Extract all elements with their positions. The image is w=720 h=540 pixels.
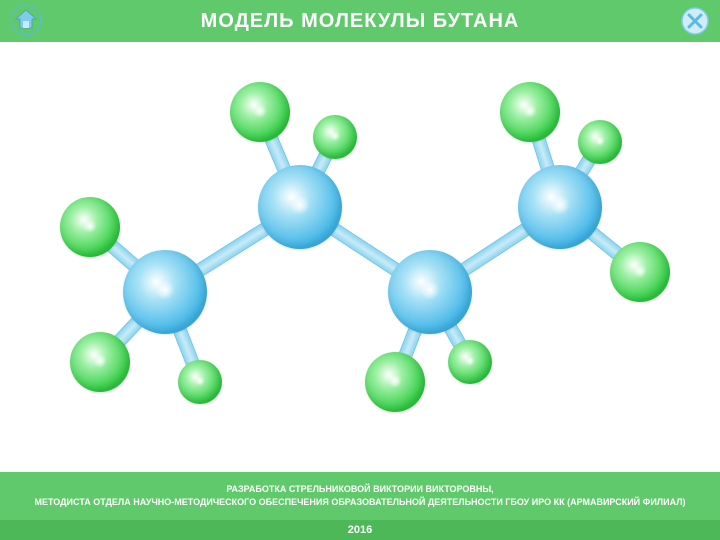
- credit-line-2: МЕТОДИСТА ОТДЕЛА НАУЧНО-МЕТОДИЧЕСКОГО ОБ…: [34, 496, 685, 509]
- year-label: 2016: [348, 524, 372, 536]
- atom-highlight: [155, 280, 175, 300]
- carbon-atom: [388, 250, 472, 334]
- hydrogen-atom: [500, 82, 560, 142]
- hydrogen-atom: [230, 82, 290, 142]
- atom-highlight: [388, 374, 402, 388]
- hydrogen-atom: [60, 197, 120, 257]
- carbon-atom: [518, 165, 602, 249]
- atom-highlight: [633, 264, 647, 278]
- atom-highlight: [420, 280, 440, 300]
- hydrogen-atom: [70, 332, 130, 392]
- hydrogen-atom: [365, 352, 425, 412]
- footer-year: 2016: [0, 520, 720, 540]
- hydrogen-atom: [578, 120, 622, 164]
- hydrogen-atom: [178, 360, 222, 404]
- atom-highlight: [195, 376, 206, 387]
- atom-highlight: [523, 104, 537, 118]
- carbon-atom: [258, 165, 342, 249]
- home-icon[interactable]: [10, 4, 42, 36]
- atom-highlight: [93, 354, 107, 368]
- atom-highlight: [253, 104, 267, 118]
- atom-highlight: [595, 136, 606, 147]
- page-title: МОДЕЛЬ МОЛЕКУЛЫ БУТАНА: [201, 10, 520, 33]
- header-bar: МОДЕЛЬ МОЛЕКУЛЫ БУТАНА: [0, 0, 720, 42]
- close-icon[interactable]: [680, 6, 710, 36]
- molecule-diagram: [0, 42, 720, 472]
- credit-line-1: РАЗРАБОТКА СТРЕЛЬНИКОВОЙ ВИКТОРИИ ВИКТОР…: [226, 483, 493, 496]
- atom-highlight: [330, 131, 341, 142]
- atom-highlight: [290, 195, 310, 215]
- carbon-atom: [123, 250, 207, 334]
- atom-highlight: [83, 219, 97, 233]
- hydrogen-atom: [313, 115, 357, 159]
- footer-credit: РАЗРАБОТКА СТРЕЛЬНИКОВОЙ ВИКТОРИИ ВИКТОР…: [0, 472, 720, 520]
- atom-highlight: [550, 195, 570, 215]
- hydrogen-atom: [610, 242, 670, 302]
- atom-highlight: [465, 356, 476, 367]
- hydrogen-atom: [448, 340, 492, 384]
